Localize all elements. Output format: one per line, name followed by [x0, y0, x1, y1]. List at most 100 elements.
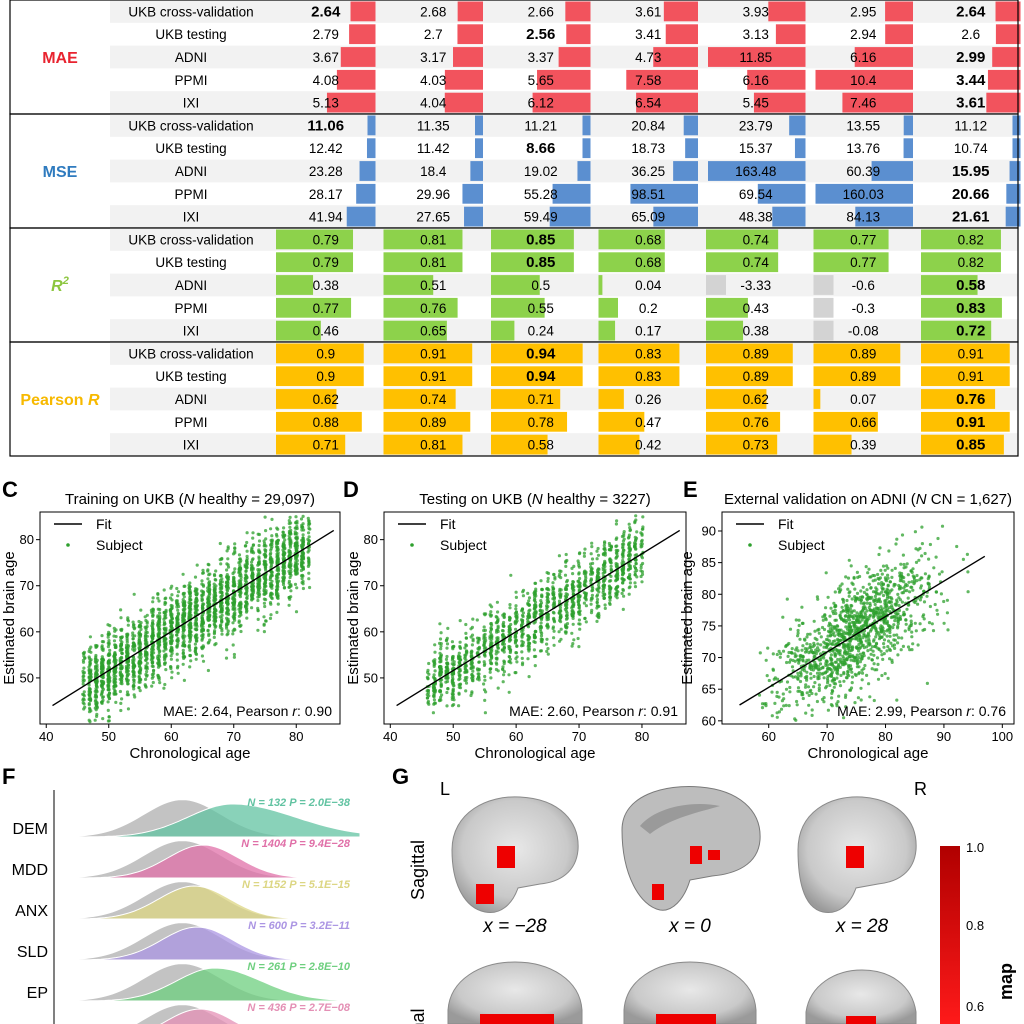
- data-point: [170, 676, 174, 680]
- cell-value: 0.76: [420, 301, 446, 316]
- data-point: [151, 622, 155, 626]
- data-point: [276, 582, 280, 586]
- data-point: [527, 603, 531, 607]
- data-point: [838, 684, 843, 688]
- data-point: [233, 546, 237, 551]
- data-point: [507, 690, 511, 694]
- value-bar-negative: [813, 297, 834, 318]
- data-point: [108, 648, 112, 653]
- data-point: [470, 678, 475, 683]
- value-bar: [276, 252, 354, 273]
- value-bar: [598, 320, 616, 341]
- data-point: [488, 613, 492, 617]
- data-point: [526, 591, 530, 596]
- cell-value: 0.89: [743, 369, 769, 384]
- data-point: [224, 624, 229, 628]
- data-point: [126, 623, 130, 627]
- data-point: [270, 545, 274, 549]
- data-point: [923, 551, 927, 556]
- data-point: [937, 572, 942, 576]
- data-point: [144, 650, 148, 655]
- data-point: [559, 627, 563, 631]
- data-point: [193, 623, 197, 627]
- data-point: [621, 607, 625, 612]
- value-bar: [813, 252, 889, 273]
- data-point: [488, 667, 492, 671]
- data-point: [282, 572, 286, 576]
- data-point: [94, 655, 98, 659]
- value-bar: [383, 434, 463, 455]
- data-point: [571, 572, 575, 576]
- data-point: [784, 687, 789, 691]
- cell-value: 18.4: [420, 164, 447, 179]
- data-point: [602, 583, 606, 587]
- data-point: [175, 658, 179, 662]
- value-bar: [276, 389, 337, 409]
- data-point: [169, 657, 173, 661]
- data-point: [237, 614, 241, 618]
- value-bar: [598, 297, 618, 318]
- data-point: [639, 566, 643, 570]
- data-point: [475, 618, 479, 622]
- data-point: [225, 575, 229, 579]
- data-point: [578, 576, 582, 581]
- data-point: [620, 542, 625, 546]
- data-point: [583, 547, 587, 551]
- data-point: [438, 690, 442, 694]
- value-bar: [598, 252, 665, 273]
- value-bar: [340, 47, 376, 67]
- data-point: [307, 521, 311, 526]
- data-point: [124, 667, 129, 671]
- data-point: [463, 667, 467, 671]
- data-point: [81, 692, 85, 696]
- data-point: [81, 698, 85, 702]
- data-point: [578, 627, 582, 631]
- cell-value: 0.74: [420, 392, 447, 407]
- data-point: [119, 666, 123, 671]
- data-point: [457, 678, 461, 682]
- data-point: [200, 579, 204, 583]
- data-point: [527, 596, 532, 600]
- legend-fit-label: Fit: [96, 516, 112, 532]
- row-label: UKB cross-validation: [128, 4, 253, 19]
- data-point: [276, 557, 280, 562]
- data-point: [95, 644, 99, 648]
- data-point: [225, 610, 229, 614]
- data-point: [131, 647, 135, 651]
- value-bar: [276, 320, 321, 341]
- table-row-bg: [110, 273, 1018, 297]
- cell-value: 0.89: [850, 346, 876, 361]
- data-point: [132, 592, 136, 596]
- value-bar: [577, 161, 591, 181]
- data-point: [532, 613, 536, 618]
- table-row-bg: [110, 387, 1018, 411]
- data-point: [634, 514, 638, 518]
- cell-value: 5.13: [313, 96, 339, 111]
- data-point: [288, 558, 292, 562]
- data-point: [603, 551, 607, 555]
- data-point: [640, 538, 644, 543]
- cell-value: 0.55: [528, 301, 554, 316]
- data-point: [545, 616, 549, 620]
- data-point: [295, 586, 299, 590]
- data-point: [220, 613, 224, 618]
- data-point: [564, 552, 568, 557]
- data-point: [287, 521, 291, 526]
- data-point: [232, 652, 236, 657]
- value-bar: [491, 366, 583, 387]
- data-point: [262, 630, 266, 634]
- data-point: [457, 651, 461, 655]
- value-bar: [565, 1, 591, 22]
- data-point: [817, 683, 822, 687]
- data-point: [470, 625, 474, 630]
- data-point: [496, 686, 500, 690]
- data-point: [200, 604, 205, 608]
- cell-value: 84.13: [846, 210, 880, 225]
- data-point: [932, 566, 936, 570]
- data-point: [138, 669, 142, 673]
- cell-value: 0.76: [743, 415, 769, 430]
- data-point: [270, 517, 274, 522]
- cell-value: 2.66: [528, 4, 554, 19]
- data-point: [301, 561, 305, 565]
- data-point: [551, 603, 555, 607]
